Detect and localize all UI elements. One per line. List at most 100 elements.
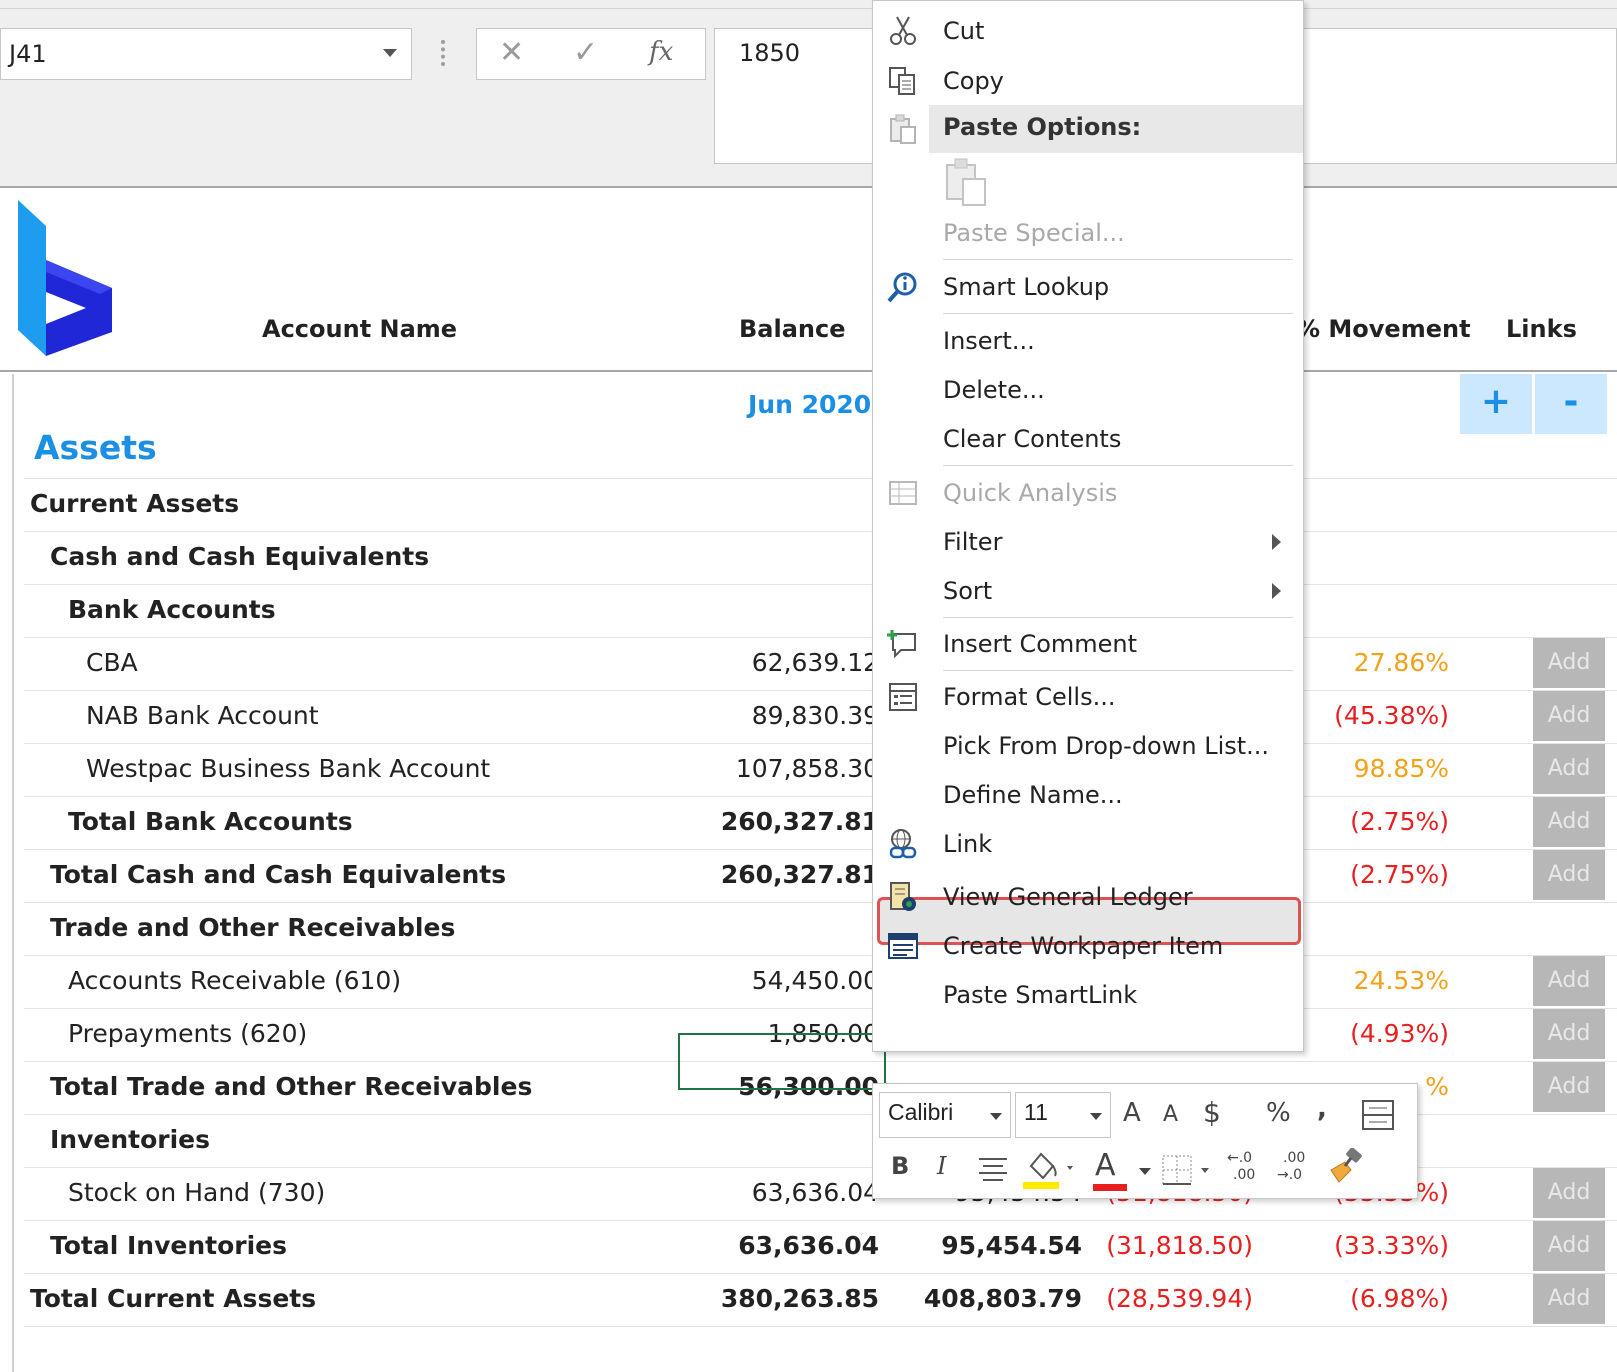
movement-pct-cell[interactable]: 98.85%	[1353, 754, 1449, 783]
balance-cell[interactable]: 380,263.85	[720, 1284, 879, 1313]
font-size-select[interactable]: 11	[1015, 1092, 1111, 1138]
balance-cell[interactable]: 63,636.04	[751, 1178, 879, 1207]
table-row[interactable]: Total Inventories 63,636.04 95,454.54 (31,8…	[24, 1219, 1617, 1274]
movement-pct-cell[interactable]: 24.53%	[1353, 966, 1449, 995]
balance-cell[interactable]: 107,858.30	[735, 754, 879, 783]
comma-style-icon[interactable]: ,	[1317, 1094, 1327, 1124]
menu-item-delete[interactable]: Delete...	[873, 368, 1303, 414]
movement-pct-cell[interactable]: (45.38%)	[1334, 701, 1449, 730]
quick-analysis-icon	[889, 481, 917, 505]
name-box[interactable]: J41	[0, 28, 412, 80]
menu-item-quick-analysis[interactable]: Quick Analysis	[873, 471, 1303, 517]
bold-button[interactable]: B	[891, 1152, 910, 1180]
enter-icon[interactable]: ✓	[573, 35, 599, 70]
table-row[interactable]: Total Bank Accounts 260,327.81 (2.75%) Add	[24, 795, 1617, 850]
fill-color-icon[interactable]	[1021, 1148, 1081, 1190]
movement-pct-cell[interactable]: (33.33%)	[1334, 1231, 1449, 1260]
table-row[interactable]: Cash and Cash Equivalents	[24, 530, 1617, 585]
variance-cell[interactable]: (28,539.94)	[1106, 1284, 1253, 1313]
chevron-down-icon[interactable]	[383, 49, 397, 57]
add-link-button[interactable]: Add	[1533, 956, 1605, 1006]
drag-handle-icon[interactable]	[441, 40, 445, 66]
italic-button[interactable]: I	[937, 1152, 947, 1180]
table-row[interactable]: Westpac Business Bank Account 107,858.30 9…	[24, 742, 1617, 797]
table-row[interactable]: Inventories	[24, 1113, 1617, 1168]
cancel-icon[interactable]: ✕	[499, 35, 525, 70]
menu-item-paste-special[interactable]: Paste Special...	[873, 211, 1303, 257]
borders-icon[interactable]	[1161, 1154, 1217, 1186]
movement-pct-cell[interactable]: %	[1425, 1072, 1449, 1101]
table-row[interactable]: Current Assets	[24, 477, 1617, 532]
add-link-button[interactable]: Add	[1533, 1009, 1605, 1059]
section-header-row[interactable]: Assets	[24, 424, 1617, 479]
menu-item-link[interactable]: Link	[873, 822, 1303, 868]
balance-cell[interactable]: 260,327.81	[720, 860, 879, 889]
table-row[interactable]: Accounts Receivable (610) 54,450.00 24.53%…	[24, 954, 1617, 1009]
menu-item-sort[interactable]: Sort	[873, 569, 1303, 615]
add-link-button[interactable]: Add	[1533, 1221, 1605, 1271]
menu-item-paste-smartlink[interactable]: Paste SmartLink	[873, 973, 1303, 1019]
menu-item-smart-lookup[interactable]: Smart Lookup	[873, 265, 1303, 311]
selected-cell[interactable]	[678, 1033, 886, 1090]
movement-pct-cell[interactable]: (4.93%)	[1350, 1019, 1449, 1048]
balance-cell[interactable]: 63,636.04	[738, 1231, 879, 1260]
align-center-icon[interactable]	[977, 1154, 1009, 1184]
menu-item-pick-from-list[interactable]: Pick From Drop-down List...	[873, 724, 1303, 770]
table-row[interactable]: Total Trade and Other Receivables 56,300.…	[24, 1060, 1617, 1115]
font-color-icon[interactable]: A	[1095, 1148, 1116, 1183]
prior-balance-cell[interactable]: 408,803.79	[923, 1284, 1082, 1313]
account-name-cell: Total Trade and Other Receivables	[50, 1072, 533, 1101]
menu-item-filter[interactable]: Filter	[873, 520, 1303, 566]
add-link-button[interactable]: Add	[1533, 797, 1605, 847]
decrease-decimal-icon[interactable]: .00 →.0	[1277, 1150, 1313, 1190]
collapse-button[interactable]: -	[1535, 374, 1607, 434]
menu-label: Insert...	[943, 327, 1035, 355]
menu-item-insert-comment[interactable]: Insert Comment	[873, 622, 1303, 668]
menu-item-format-cells[interactable]: Format Cells...	[873, 675, 1303, 721]
percent-icon[interactable]: %	[1266, 1098, 1291, 1128]
add-link-button[interactable]: Add	[1533, 850, 1605, 900]
increase-decimal-icon[interactable]: ←.0 .00	[1227, 1150, 1263, 1190]
table-row[interactable]: NAB Bank Account 89,830.39 (45.38%) Add	[24, 689, 1617, 744]
grow-font-icon[interactable]: A	[1123, 1098, 1141, 1128]
account-name-cell: Trade and Other Receivables	[50, 913, 456, 942]
table-row[interactable]: Trade and Other Receivables	[24, 901, 1617, 956]
menu-item-create-workpaper[interactable]: Create Workpaper Item	[873, 924, 1303, 970]
table-row[interactable]: Total Cash and Cash Equivalents 260,327.8…	[24, 848, 1617, 903]
movement-pct-cell[interactable]: (2.75%)	[1350, 807, 1449, 836]
balance-cell[interactable]: 56,300.00	[738, 1072, 879, 1101]
menu-item-copy[interactable]: Copy	[873, 59, 1303, 105]
menu-item-view-general-ledger[interactable]: View General Ledger	[873, 875, 1303, 921]
expand-button[interactable]: +	[1460, 374, 1532, 434]
add-link-button[interactable]: Add	[1533, 1062, 1605, 1112]
currency-icon[interactable]: $	[1203, 1096, 1221, 1129]
table-row[interactable]: Bank Accounts	[24, 583, 1617, 638]
movement-pct-cell[interactable]: (2.75%)	[1350, 860, 1449, 889]
shrink-font-icon[interactable]: A	[1163, 1102, 1179, 1127]
format-painter-icon[interactable]	[1325, 1148, 1365, 1188]
balance-cell[interactable]: 54,450.00	[751, 966, 879, 995]
insert-function-icon[interactable]: fx	[649, 37, 674, 67]
prior-balance-cell[interactable]: 95,454.54	[941, 1231, 1082, 1260]
variance-cell[interactable]: (31,818.50)	[1106, 1231, 1253, 1260]
chevron-down-icon[interactable]	[1139, 1168, 1151, 1175]
add-link-button[interactable]: Add	[1533, 638, 1605, 688]
table-row[interactable]: Total Current Assets 380,263.85 408,803.79…	[24, 1272, 1617, 1327]
table-row[interactable]: CBA 62,639.12 27.86% Add	[24, 636, 1617, 691]
add-link-button[interactable]: Add	[1533, 744, 1605, 794]
movement-pct-cell[interactable]: 27.86%	[1353, 648, 1449, 677]
borders-wrap-icon[interactable]	[1361, 1098, 1395, 1132]
movement-pct-cell[interactable]: (6.98%)	[1350, 1284, 1449, 1313]
add-link-button[interactable]: Add	[1533, 1274, 1605, 1324]
menu-item-cut[interactable]: Cut	[873, 9, 1303, 55]
menu-item-clear-contents[interactable]: Clear Contents	[873, 417, 1303, 463]
menu-item-insert[interactable]: Insert...	[873, 319, 1303, 365]
add-link-button[interactable]: Add	[1533, 1168, 1605, 1218]
balance-cell[interactable]: 260,327.81	[720, 807, 879, 836]
balance-cell[interactable]: 62,639.12	[751, 648, 879, 677]
font-name-select[interactable]: Calibri	[879, 1092, 1011, 1138]
paste-default-icon[interactable]	[941, 157, 991, 207]
menu-item-define-name[interactable]: Define Name...	[873, 773, 1303, 819]
add-link-button[interactable]: Add	[1533, 691, 1605, 741]
balance-cell[interactable]: 89,830.39	[751, 701, 879, 730]
